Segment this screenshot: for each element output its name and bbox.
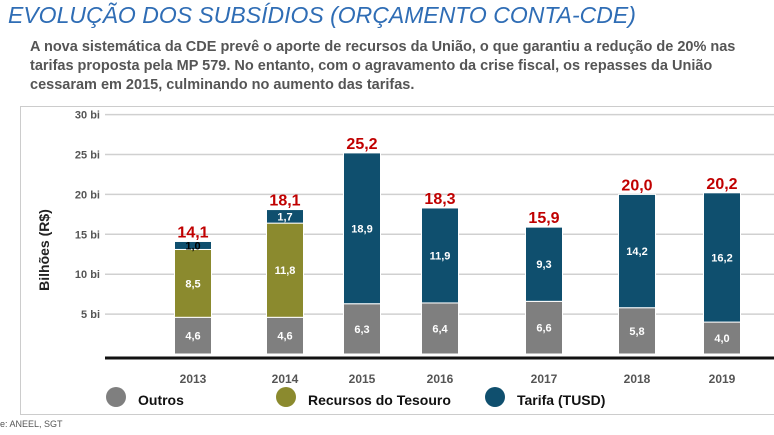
x-tick-label: 2018 [624,372,651,386]
legend-marker [106,387,126,407]
source-note: e: ANEEL, SGT [0,419,63,429]
x-tick-label: 2019 [709,372,736,386]
total-label: 25,2 [346,136,377,153]
segment-label: 8,5 [185,278,200,290]
bar-segment [266,316,304,355]
bar-segment [525,300,563,355]
legend-label: Outros [138,392,184,408]
chart-frame [20,106,774,415]
total-label: 20,0 [621,177,652,194]
bar-segment [266,209,304,224]
total-label: 18,3 [424,191,455,208]
segment-label: 5,8 [629,326,644,338]
segment-label: 9,3 [536,259,551,271]
y-tick-label: 10 bi [75,269,100,281]
total-label: 18,1 [269,193,300,210]
x-tick-label: 2013 [180,372,207,386]
y-tick-label: 30 bi [75,110,100,122]
legend-marker [485,387,505,407]
segment-label: 14,2 [626,246,647,258]
segment-label: 6,6 [536,323,551,335]
segment-label: 18,9 [351,223,372,235]
bar-segment [525,226,563,302]
legend-label: Tarifa (TUSD) [517,392,605,408]
segment-label: 6,4 [432,323,448,335]
bar-segment [174,240,212,250]
x-tick-label: 2015 [349,372,376,386]
page-title: EVOLUÇÃO DOS SUBSÍDIOS (ORÇAMENTO CONTA-… [8,2,636,28]
description: A nova sistemática da CDE prevê o aporte… [30,39,736,93]
segment-label: 6,3 [354,324,369,336]
segment-label: 1,0 [185,240,200,252]
segment-label: 11,8 [275,265,296,277]
segment-label: 4,6 [277,331,292,343]
bar-segment [618,307,656,355]
x-tick-label: 2014 [272,372,299,386]
total-label: 15,9 [528,210,559,227]
bar-segment [343,152,381,305]
segment-label: 4,6 [185,331,200,343]
bar-segment [618,193,656,309]
segment-label: 11,9 [430,250,451,262]
segment-label: 1,7 [277,211,292,223]
total-label: 20,2 [706,176,737,193]
bar-segment [703,192,741,323]
y-tick-label: 5 bi [81,309,100,321]
legend-marker [276,387,296,407]
total-label: 14,1 [177,224,208,241]
legend-label: Recursos do Tesouro [308,392,451,408]
bar-segment [174,316,212,355]
y-tick-label: 25 bi [75,150,100,162]
segment-label: 16,2 [711,252,732,264]
bar-segment [174,248,212,318]
y-axis-label: Bilhões (R$) [36,209,52,291]
bar-segment [703,321,741,355]
bar-segment [421,207,459,304]
y-tick-label: 20 bi [75,189,100,201]
segment-label: 4,0 [714,333,729,345]
y-tick-label: 15 bi [75,229,100,241]
x-tick-label: 2017 [531,372,558,386]
x-tick-label: 2016 [427,372,454,386]
